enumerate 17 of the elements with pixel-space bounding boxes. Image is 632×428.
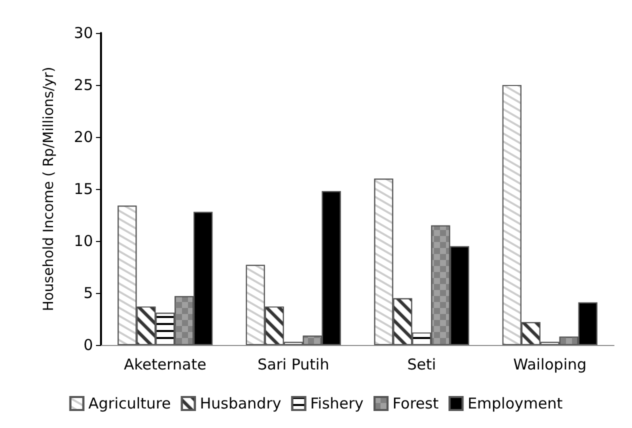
legend-label: Forest [392, 394, 439, 412]
y-axis-title: Household Income ( Rp/Millions/yr) [41, 66, 57, 312]
y-tick-label: 30 [74, 24, 93, 42]
legend-label: Agriculture [88, 394, 171, 412]
y-tick-label: 5 [83, 284, 93, 302]
x-tick-label: Sari Putih [258, 356, 330, 374]
legend-label: Husbandry [200, 394, 282, 412]
y-tick-label: 20 [74, 128, 93, 146]
legend-label: Employment [468, 394, 563, 412]
y-tick-label: 25 [74, 76, 93, 94]
x-tick-label: Aketernate [124, 356, 206, 374]
y-tick-label: 15 [74, 180, 93, 198]
y-tick-label: 0 [83, 336, 93, 354]
legend-label: Fishery [310, 394, 364, 412]
y-tick-label: 10 [74, 232, 93, 250]
x-tick-label: Seti [407, 356, 436, 374]
x-tick-label: Wailoping [513, 356, 587, 374]
